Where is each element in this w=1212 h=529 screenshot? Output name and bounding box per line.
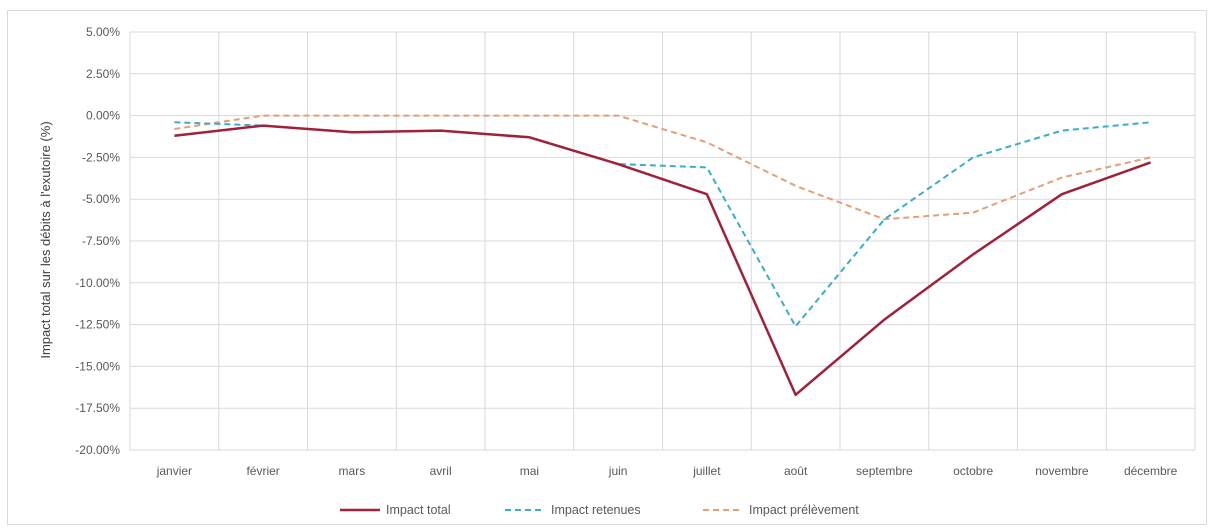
legend: Impact total Impact retenues Impact prélèv… [340,503,859,517]
x-tick-label: novembre [1035,464,1089,478]
legend-label-2: Impact retenues [551,503,641,517]
x-tick-label: août [784,464,808,478]
y-tick-label: -7.50% [82,234,120,248]
x-tick-label: avril [430,464,452,478]
x-tick-label: septembre [856,464,913,478]
y-tick-label: -17.50% [75,401,120,415]
x-tick-label: juillet [692,464,721,478]
series-line-3 [174,114,1151,221]
x-axis-ticks: janvier février mars avril mai juin juillet aoû… [156,464,1178,478]
x-tick-label: janvier [156,464,192,478]
x-tick-label: octobre [953,464,993,478]
y-tick-label: 5.00% [86,25,120,39]
y-tick-label: -15.00% [75,359,120,373]
chart-frame [7,10,1207,525]
x-tick-label: mai [520,464,539,478]
y-axis-title: Impact total sur les débits à l'exutoire… [38,121,53,358]
y-tick-label: -5.00% [82,192,120,206]
series-line-1 [174,124,1152,397]
grid-lines [129,31,1196,451]
y-tick-label: -10.00% [75,276,120,290]
y-tick-label: 2.50% [86,67,120,81]
x-tick-label: février [246,464,279,478]
y-tick-label: 0.00% [86,109,120,123]
y-tick-label: -12.50% [75,318,120,332]
x-tick-label: mars [339,464,366,478]
legend-label-3: Impact prélèvement [749,503,859,517]
x-tick-label: décembre [1124,464,1178,478]
y-tick-label: -2.50% [82,150,120,164]
x-tick-label: juin [608,464,628,478]
series-lines [174,114,1152,397]
y-tick-label: -20.00% [75,443,120,457]
y-axis-ticks: 5.00% 2.50% 0.00% -2.50% -5.00% -7.50% -10.00%… [75,25,120,457]
legend-label-1: Impact total [386,503,451,517]
